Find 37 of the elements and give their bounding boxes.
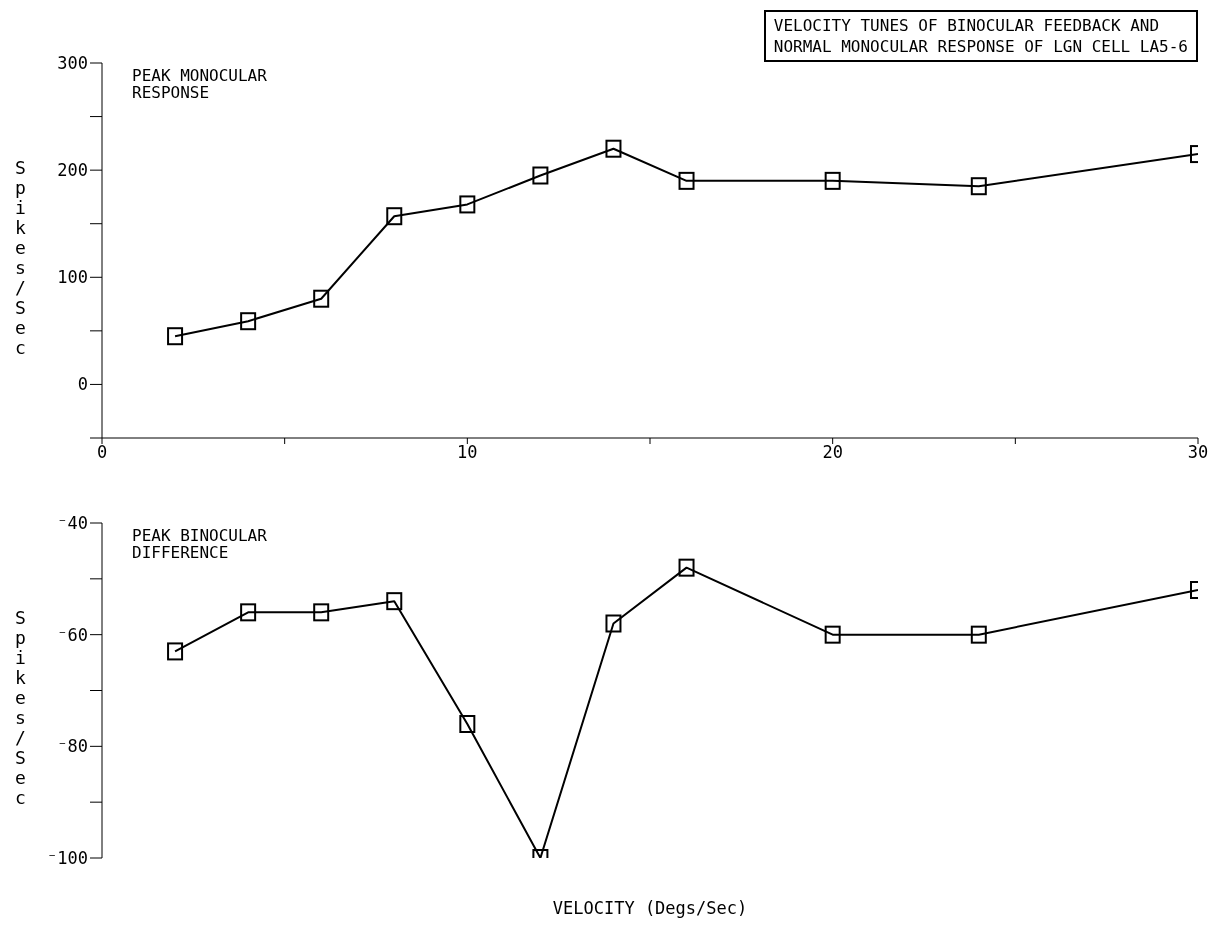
annotation: PEAK MONOCULAR RESPONSE	[132, 66, 267, 102]
y-tick-label: 300	[57, 53, 88, 74]
y-tick-label: ⁻60	[57, 624, 88, 645]
y-tick-label: 100	[57, 267, 88, 288]
point	[240, 603, 257, 622]
x-axis-title: VELOCITY (Degs/Sec)	[551, 898, 749, 918]
point	[240, 312, 257, 331]
point	[313, 603, 330, 622]
point	[459, 715, 476, 733]
y-axis-title: Spikes/Sec	[10, 606, 31, 807]
point	[532, 166, 549, 185]
point	[824, 171, 841, 190]
point	[459, 195, 476, 214]
x-tick-label: 20	[822, 442, 843, 463]
annotation: PEAK BINOCULAR DIFFERENCE	[132, 526, 267, 562]
point	[386, 207, 403, 226]
y-tick-label: 200	[57, 160, 88, 181]
point	[386, 592, 403, 611]
y-tick-label: ⁻40	[57, 513, 88, 534]
point	[605, 139, 622, 158]
y-axis-title: Spikes/Sec	[10, 156, 31, 357]
point	[167, 327, 184, 346]
point	[970, 625, 987, 644]
point	[167, 642, 184, 661]
y-tick-label: ⁻100	[47, 848, 88, 869]
x-tick-label: 0	[96, 442, 108, 463]
x-tick-label: 10	[457, 442, 478, 463]
point	[970, 177, 987, 196]
y-tick-label: 0	[77, 374, 88, 395]
point	[678, 558, 695, 577]
point	[313, 289, 330, 308]
point	[605, 614, 622, 633]
title-box: VELOCITY TUNES OF BINOCULAR FEEDBACK AND NORMAL MONOCULAR RESPONSE OF LGN CELL LA5-6	[763, 10, 1198, 62]
y-tick-label: ⁻80	[57, 736, 88, 757]
point	[824, 625, 841, 644]
point	[678, 171, 695, 190]
x-tick-label: 30	[1187, 442, 1209, 463]
